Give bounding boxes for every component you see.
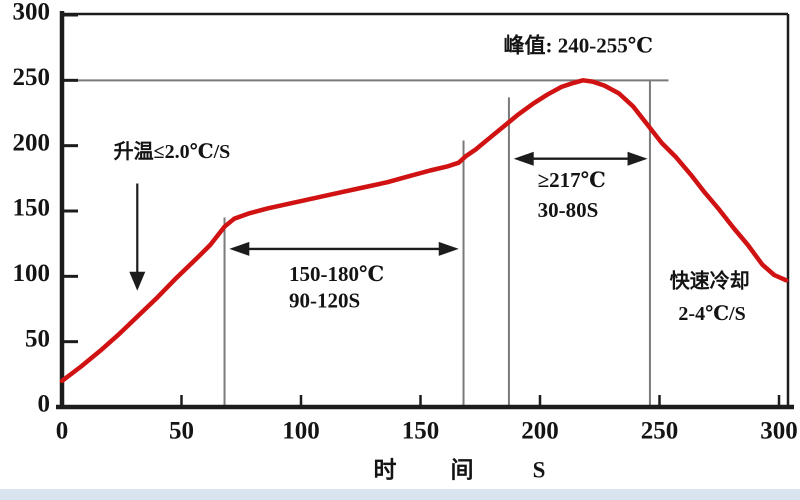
- y-tick-label-250: 250: [13, 64, 51, 91]
- x-axis-title-part-2: 间: [451, 457, 474, 482]
- x-tick-label-0: 0: [56, 418, 69, 445]
- bottom-strip: [0, 489, 800, 500]
- soak-time-label: 90-120S: [289, 288, 360, 312]
- soak-window-arrow: [229, 241, 459, 256]
- cooling-label: 快速冷却: [670, 268, 750, 292]
- x-tick-label-250: 250: [641, 418, 679, 445]
- x-tick-label-200: 200: [521, 418, 559, 445]
- plot-frame: [60, 12, 790, 408]
- process-boundary-lines: [223, 80, 651, 407]
- tal-window-arrow: [513, 151, 648, 166]
- tal-temp-label: ≥217℃: [538, 168, 606, 192]
- y-tick-label-50: 50: [25, 325, 50, 352]
- y-axis: 0 50 100 150 200 250 300: [13, 0, 78, 418]
- x-tick-label-100: 100: [282, 418, 320, 445]
- temperature-curve: [59, 78, 789, 384]
- x-tick-label-50: 50: [169, 418, 194, 445]
- y-tick-label-100: 100: [13, 260, 51, 287]
- x-axis: 0 50 100 150 200 250 300: [56, 395, 798, 445]
- y-tick-label-150: 150: [13, 195, 51, 222]
- soak-temp-label: 150-180℃: [289, 262, 384, 286]
- x-tick-label-300: 300: [760, 418, 798, 445]
- y-tick-label-300: 300: [13, 0, 51, 26]
- x-axis-title-part-1: 时: [374, 457, 397, 482]
- dimension-arrows: [129, 151, 648, 291]
- x-tick-label-150: 150: [402, 418, 440, 445]
- peak-label: 峰值: 240-255℃: [504, 33, 653, 57]
- ramp-rate-label: 升温≤2.0℃/S: [114, 139, 231, 163]
- curve-temperature-profile: [59, 78, 789, 384]
- x-axis-title-part-3: S: [533, 457, 546, 482]
- tal-time-label: 30-80S: [538, 198, 599, 222]
- cooling-rate-label: 2-4℃/S: [678, 303, 745, 325]
- ramp-down-arrow: [129, 183, 146, 291]
- y-tick-label-0: 0: [38, 391, 51, 418]
- annotations: 升温≤2.0℃/S 峰值: 240-255℃ 150-180℃90-120S ≥217…: [114, 33, 750, 325]
- y-tick-label-200: 200: [13, 129, 51, 156]
